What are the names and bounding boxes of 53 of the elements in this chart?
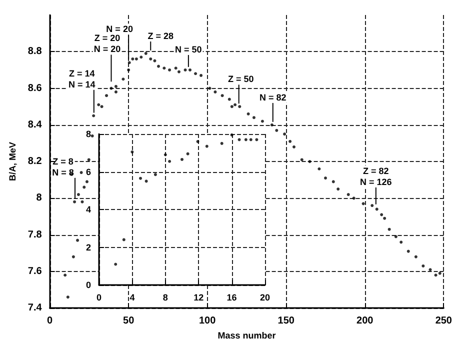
point	[180, 158, 184, 161]
annotation: N = 20	[106, 24, 133, 34]
y-tick-label: 8.4	[28, 119, 42, 130]
point	[154, 173, 157, 176]
y-tick-label: 7.4	[28, 302, 42, 314]
y-tick-label: 8	[36, 192, 42, 204]
x-tick-label: 200	[356, 316, 374, 327]
point	[144, 180, 148, 183]
y-tick-label: 8.8	[28, 46, 42, 58]
point	[122, 238, 126, 242]
point	[164, 153, 167, 156]
point	[205, 144, 208, 148]
y-tick-label: 6	[86, 166, 91, 177]
point	[220, 142, 224, 145]
x-tick-label: 250	[435, 316, 452, 327]
point	[230, 133, 234, 136]
x-axis-title: Mass number	[218, 330, 276, 340]
point	[168, 160, 172, 163]
annotation: Z = 82 N = 126	[360, 166, 392, 187]
point	[249, 138, 252, 142]
y-tick-label: 8.2	[28, 156, 42, 168]
y-tick-label: 7.6	[28, 266, 42, 277]
x-tick-label: 100	[199, 316, 216, 327]
x-tick-label: 8	[162, 292, 168, 302]
y-tick-label: 8	[86, 129, 91, 139]
point	[244, 138, 248, 142]
annotation: N = 82	[259, 92, 286, 102]
y-axis-title: B/A, MeV	[8, 142, 18, 182]
x-tick-label: 20	[260, 292, 270, 302]
x-tick-label: 0	[96, 292, 102, 302]
y-tick-label: 7.8	[28, 229, 42, 240]
annotation: Z = 20 N = 20	[94, 33, 121, 54]
y-tick-label: 8.6	[28, 82, 42, 94]
annotation: Z = 14 N = 14	[68, 68, 96, 90]
point	[255, 138, 258, 142]
x-tick-label: 4	[130, 292, 135, 302]
x-tick-label: 16	[226, 292, 237, 302]
y-tick-label: 2	[86, 242, 91, 252]
annotation: Z = 50	[228, 74, 254, 84]
y-tick-label: 4	[86, 204, 91, 214]
x-tick-label: 50	[123, 316, 135, 327]
point	[114, 262, 118, 266]
annotation: Z = 28	[148, 30, 174, 41]
x-tick-label: 12	[194, 292, 204, 302]
point	[196, 140, 200, 144]
x-tick-label: 0	[47, 316, 54, 327]
annotation: N = 50	[175, 44, 202, 54]
annotation: Z = 8 N = 8	[52, 156, 74, 178]
point	[139, 176, 142, 180]
point	[186, 152, 190, 156]
point	[130, 150, 134, 154]
x-tick-label: 150	[278, 316, 295, 327]
y-tick-label: 0	[86, 280, 91, 290]
